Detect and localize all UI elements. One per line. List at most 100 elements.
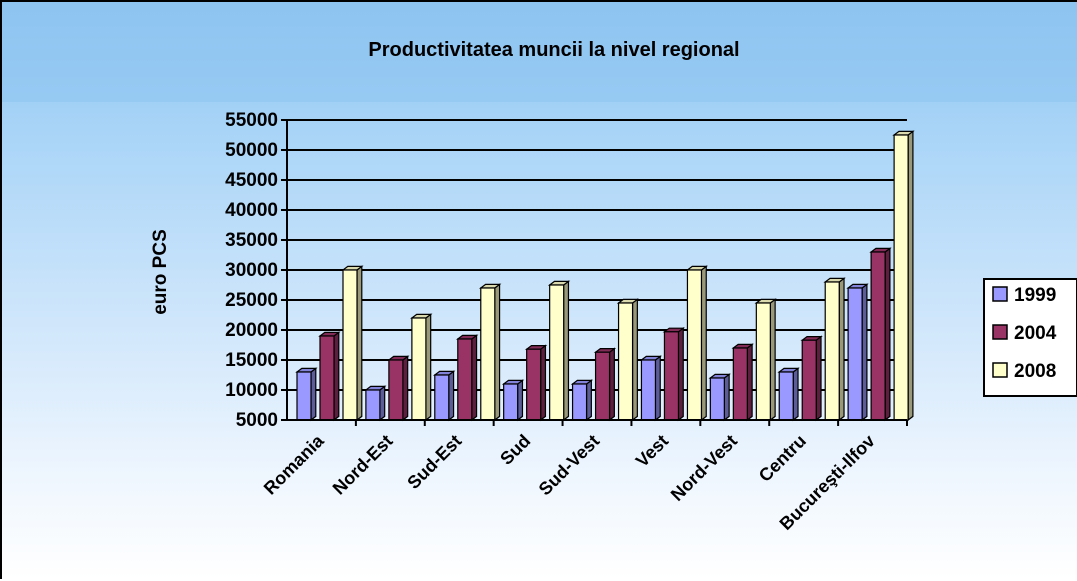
bar-front [755,302,771,421]
bar-side [310,367,317,422]
bar-side [677,327,684,422]
chart-title: Productivitatea muncii la nivel regional [368,39,739,61]
bar-side [631,298,638,422]
bar-side [356,265,363,422]
bar-front [778,371,794,421]
bar-front [594,351,611,421]
bar-2008-8 [892,130,915,422]
bar-side [585,379,592,422]
legend-swatch [992,324,1008,340]
x-category-label: Sud-Est [403,431,465,493]
x-category-label: Sud [496,431,534,469]
x-category-label: Vest [632,431,672,471]
bar-side [861,283,868,422]
bar-front [365,389,381,421]
bar-1999-0 [295,367,318,422]
bar-2008-3 [547,280,571,422]
bar-front [709,377,725,421]
bar-1999-4 [570,379,594,422]
y-axis-label: euro PCS [150,229,171,315]
bar-1999-1 [364,385,387,422]
bar-1999-3 [501,379,525,422]
legend: 1999 2004 2008 [983,278,1077,397]
y-tick-label: 35000 [225,230,278,251]
bar-front [503,383,519,421]
bar-front [480,287,496,421]
bar-side [815,335,822,422]
bar-2004-5 [662,327,686,422]
bar-front [801,339,817,421]
bar-front [893,134,909,421]
bar-side [608,347,615,422]
bar-2008-2 [478,283,502,422]
bar-front [732,347,748,421]
y-tick-label: 30000 [225,260,278,281]
bar-front [640,359,657,421]
bar-2004-7 [800,335,823,422]
bar-side [654,355,661,422]
y-tick-label: 20000 [225,320,278,341]
y-tick-label: 5000 [236,410,278,431]
bar-front [617,302,634,421]
legend-swatch [992,362,1008,378]
bar-side [723,373,730,422]
bar-2004-3 [524,344,548,422]
x-category-label: Centru [755,431,810,486]
bar-front [663,331,680,421]
bar-2004-1 [387,355,410,422]
bar-side [448,370,455,422]
bar-2008-5 [685,265,709,422]
bar-front [847,287,863,421]
bar-1999-8 [846,283,869,422]
bar-side [402,355,409,422]
bar-2004-2 [455,334,479,422]
bar-side [746,343,753,422]
bar-side [517,379,524,422]
bar-side [563,280,570,422]
bar-1999-7 [777,367,800,422]
bar-front [411,317,427,421]
x-category-label: Nord-Vest [667,431,741,505]
bar-front [526,348,542,421]
y-tick-label: 40000 [225,200,278,221]
bar-2008-0 [341,265,364,422]
y-tick-label: 50000 [225,140,278,161]
bar-side [838,277,845,422]
x-category-labels: Romania Nord-Est Sud-Est Sud Sud-Vest VestNor… [260,430,879,534]
bar-front [388,359,404,421]
x-category-label: Romania [260,430,329,499]
y-tick-label: 55000 [225,110,278,131]
legend-label: 2004 [1014,323,1057,344]
bar-front [342,269,358,421]
bar-side [379,385,386,422]
bar-front [571,383,588,421]
x-category-label: Sud-Vest [535,431,604,500]
bar-1999-5 [639,355,663,422]
x-category-label: Nord-Est [329,431,397,499]
bar-side [333,331,340,422]
bar-side [907,130,914,422]
axes [281,119,908,426]
legend-label: 1999 [1014,285,1056,306]
bar-side [494,283,501,422]
bar-side [769,298,776,422]
bars [295,130,915,422]
bar-front [870,251,886,421]
bar-side [792,367,799,422]
bar-front [824,281,840,421]
y-tick-label: 45000 [225,170,278,191]
bar-1999-6 [708,373,731,422]
bar-front [686,269,703,421]
bar-front [319,335,335,421]
bar-2004-8 [869,247,892,422]
bar-side [471,334,478,422]
bar-1999-2 [432,370,456,422]
bar-side [884,247,891,422]
bar-2004-4 [593,347,617,422]
bar-2008-1 [410,313,433,422]
y-tick-labels: 55000 50000 45000 40000 35000 30000 25000 20000… [225,110,278,431]
bar-side [700,265,707,422]
bar-front [457,338,473,421]
